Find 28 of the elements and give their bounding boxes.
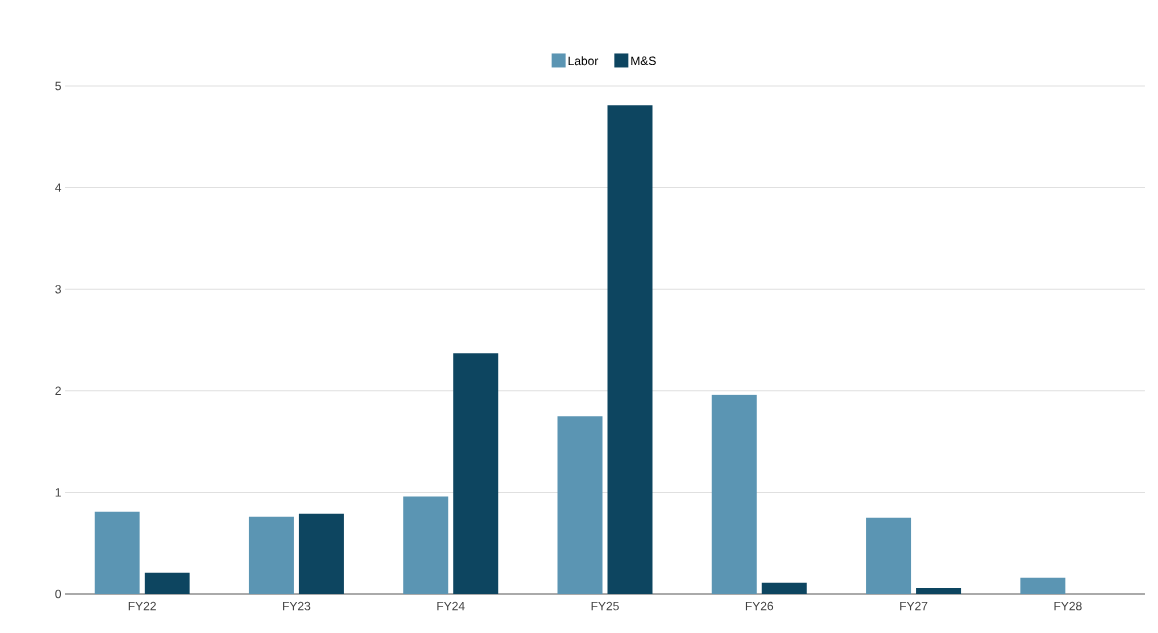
- bar: [1020, 577, 1066, 594]
- y-tick-label: 3: [55, 284, 61, 294]
- bar: [248, 516, 294, 594]
- bar: [866, 517, 912, 594]
- x-tick-label: FY28: [1054, 601, 1082, 611]
- bar: [916, 587, 962, 594]
- x-tick-label: FY25: [591, 601, 619, 611]
- x-tick-label: FY26: [745, 601, 774, 611]
- x-tick-label: FY24: [437, 601, 465, 611]
- x-tick-label: FY27: [900, 601, 928, 611]
- bar: [711, 394, 757, 594]
- y-tick-label: 4: [55, 183, 62, 192]
- y-tick-label: 5: [55, 81, 61, 91]
- bar: [761, 582, 807, 594]
- bar: [453, 353, 499, 594]
- bar: [144, 572, 190, 594]
- x-tick-label: FY23: [283, 601, 311, 611]
- x-tick-label: FY22: [128, 601, 156, 611]
- y-tick-label: 0: [55, 589, 62, 599]
- y-tick-label: 1: [55, 488, 61, 497]
- legend-label: M&S: [631, 56, 656, 66]
- y-tick-label: 2: [55, 386, 61, 395]
- bar: [607, 105, 653, 594]
- bar: [403, 496, 449, 594]
- bar: [94, 511, 140, 594]
- bar: [557, 416, 603, 594]
- legend-label: Labor: [568, 56, 599, 66]
- bar: [298, 513, 344, 594]
